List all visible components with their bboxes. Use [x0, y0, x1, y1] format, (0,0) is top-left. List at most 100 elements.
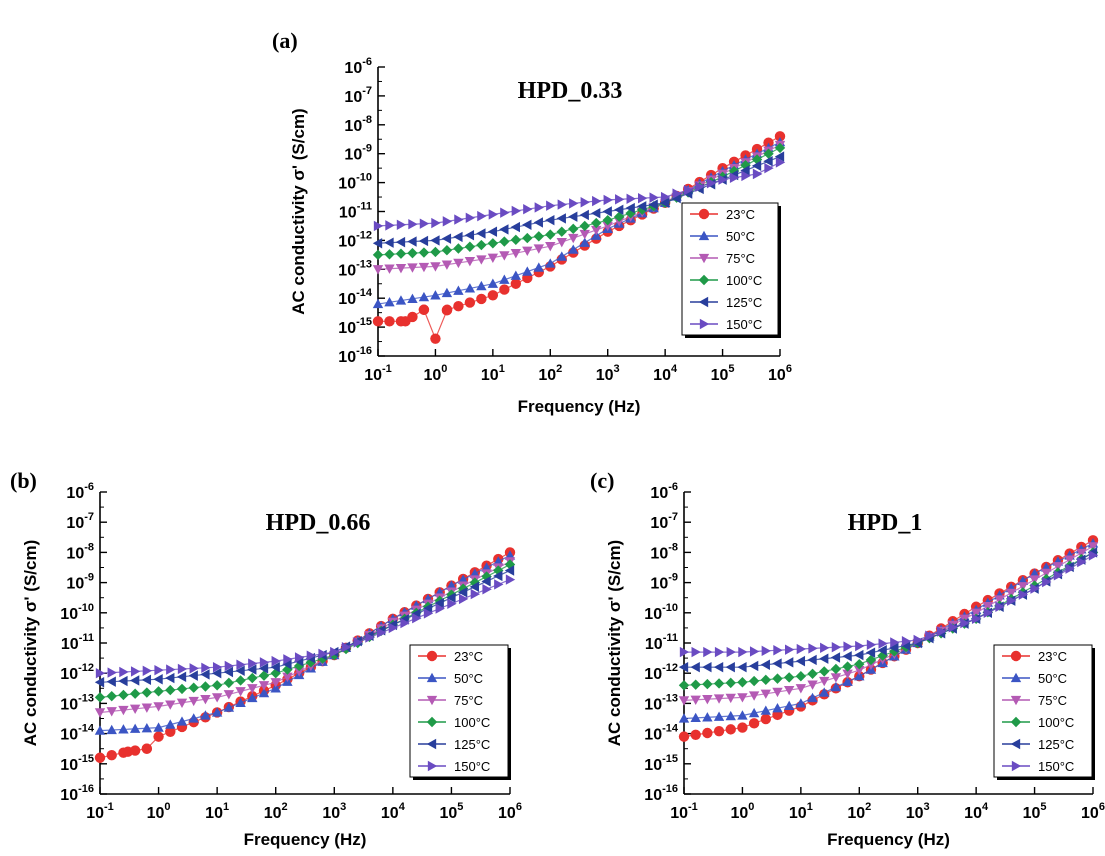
data-point [106, 690, 117, 702]
data-point [129, 723, 141, 733]
data-point [395, 236, 406, 248]
data-point [1053, 570, 1064, 581]
data-point [259, 657, 270, 668]
data-point [569, 198, 579, 209]
legend-label: 50°C [1038, 671, 1067, 686]
data-point [211, 707, 223, 717]
data-point [283, 654, 293, 665]
data-point [889, 646, 900, 657]
data-point [395, 295, 407, 305]
y-tick-label: 10-16 [644, 783, 678, 804]
data-point [830, 652, 841, 663]
data-point [200, 710, 211, 720]
data-point [395, 263, 407, 274]
x-tick-label: 105 [439, 801, 463, 822]
data-point [365, 632, 375, 643]
data-point [408, 219, 418, 230]
y-axis-label: AC conductivity σ' (S/cm) [21, 540, 40, 746]
data-point [153, 686, 164, 697]
data-point [430, 235, 440, 246]
data-point [866, 639, 877, 651]
y-axis-label: AC conductivity σ' (S/cm) [605, 540, 624, 746]
data-point [843, 641, 853, 652]
data-point [568, 223, 579, 235]
data-point [831, 642, 842, 653]
chart-panel-0: (a) HPD_0.33 10-16 10-15 10-14 10-13 10-12 10-1… [272, 28, 792, 416]
chart-panel-2: (c) HPD_1 10-16 10-15 10-14 10-13 10-12 10-11 10… [590, 468, 1105, 849]
data-point [166, 664, 176, 675]
y-tick-label: 10-10 [644, 602, 678, 623]
data-point [1029, 575, 1040, 585]
y-tick-label: 10-9 [344, 143, 372, 164]
data-point [476, 280, 487, 291]
data-point [224, 660, 235, 672]
y-tick-label: 10-9 [66, 572, 94, 593]
x-tick-label: 101 [789, 801, 813, 822]
y-tick-label: 10-14 [60, 723, 95, 744]
legend-marker [426, 695, 438, 706]
data-point [602, 206, 612, 217]
data-point [533, 231, 544, 242]
data-point [441, 245, 453, 256]
data-point [141, 687, 153, 698]
data-point [476, 255, 487, 265]
data-point [556, 213, 566, 224]
data-point [153, 674, 163, 685]
data-point [434, 597, 444, 609]
data-point [384, 237, 394, 248]
y-tick-label: 10-6 [650, 481, 678, 502]
data-point [153, 731, 164, 742]
data-point [118, 689, 129, 701]
data-point [258, 663, 269, 674]
data-point [453, 285, 464, 295]
data-point [546, 200, 556, 211]
data-point [294, 652, 305, 663]
legend-marker [426, 650, 438, 662]
data-point [493, 556, 504, 566]
data-point [982, 601, 994, 612]
data-point [748, 660, 759, 672]
data-point [95, 668, 106, 679]
x-tick-label: 102 [847, 801, 871, 822]
data-point [678, 731, 690, 742]
legend-label: 150°C [1038, 759, 1074, 774]
data-point [141, 674, 152, 686]
y-tick-label: 10-9 [650, 572, 678, 593]
legend-label: 50°C [726, 229, 755, 244]
series-150°C [373, 157, 786, 232]
data-point [384, 264, 395, 274]
legend-label: 23°C [726, 207, 755, 222]
data-point [153, 722, 164, 732]
data-point [447, 598, 457, 609]
data-point [384, 316, 395, 327]
data-point [223, 702, 235, 712]
data-point [476, 293, 487, 305]
data-point [282, 658, 292, 670]
y-tick-label: 10-12 [60, 662, 94, 683]
data-point [141, 722, 153, 733]
data-point [487, 290, 499, 301]
data-point [522, 219, 532, 230]
data-point [626, 193, 636, 204]
data-point [557, 199, 567, 210]
data-point [690, 729, 701, 741]
data-point [189, 663, 199, 674]
data-point [487, 278, 499, 288]
data-point [1052, 562, 1064, 572]
data-point [638, 193, 648, 204]
data-point [188, 682, 199, 693]
data-point [488, 209, 499, 220]
y-tick-label: 10-15 [338, 316, 372, 337]
data-point [568, 244, 579, 254]
data-point [602, 214, 613, 226]
data-point [737, 693, 748, 703]
data-point [430, 333, 441, 344]
data-point [748, 675, 760, 687]
data-point [200, 681, 211, 692]
data-point [470, 588, 481, 600]
data-point [672, 188, 682, 199]
data-point [760, 659, 770, 670]
data-point [737, 722, 748, 733]
data-point [201, 662, 211, 673]
